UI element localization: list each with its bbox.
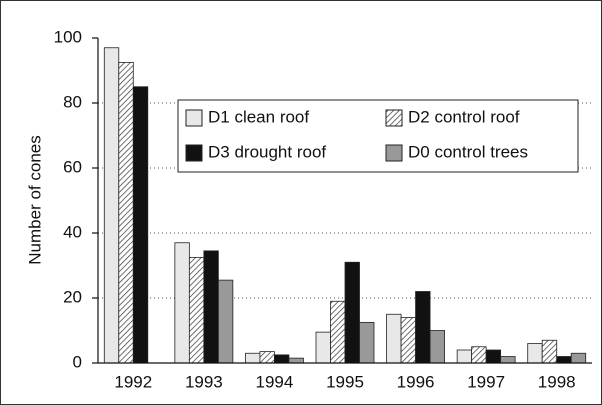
bar xyxy=(456,349,473,364)
legend-label: D3 drought roof xyxy=(208,142,326,161)
x-tick-label: 1995 xyxy=(326,372,364,391)
bar xyxy=(485,349,502,364)
bar xyxy=(315,331,331,364)
bar xyxy=(400,317,416,364)
bar xyxy=(259,351,275,364)
bar xyxy=(429,330,445,364)
bar xyxy=(103,47,120,364)
bar xyxy=(132,86,149,364)
y-tick-label: 80 xyxy=(63,92,82,111)
bar xyxy=(288,357,304,364)
bar xyxy=(500,356,516,364)
bar xyxy=(274,354,290,364)
legend-label: D2 control roof xyxy=(408,107,520,126)
bar xyxy=(203,250,219,364)
legend-swatch xyxy=(185,144,203,162)
bar xyxy=(527,343,543,364)
legend-swatch xyxy=(385,144,403,162)
y-axis-label: Number of cones xyxy=(25,135,44,264)
bar xyxy=(471,346,487,364)
bar xyxy=(556,356,572,364)
legend-label: D1 clean roof xyxy=(208,107,309,126)
y-tick-label: 100 xyxy=(54,27,82,46)
bar xyxy=(188,256,205,364)
bar xyxy=(570,352,587,364)
bar xyxy=(245,352,261,364)
y-tick-label: 60 xyxy=(63,157,82,176)
y-tick-label: 40 xyxy=(63,222,82,241)
bar xyxy=(344,261,360,364)
bar xyxy=(541,339,558,364)
y-tick-label: 20 xyxy=(63,287,82,306)
x-tick-label: 1994 xyxy=(256,372,294,391)
x-tick-label: 1992 xyxy=(114,372,152,391)
legend-box xyxy=(177,99,579,173)
bar xyxy=(174,242,190,364)
bar xyxy=(330,300,346,364)
bar xyxy=(386,313,402,364)
bar xyxy=(359,321,375,364)
legend-swatch xyxy=(385,109,403,127)
x-tick-label: 1997 xyxy=(467,372,505,391)
y-tick-label: 0 xyxy=(73,352,82,371)
legend-label: D0 control trees xyxy=(408,142,528,161)
bar xyxy=(118,61,134,364)
x-tick-label: 1993 xyxy=(185,372,223,391)
x-tick-label: 1996 xyxy=(397,372,435,391)
legend-swatch xyxy=(185,109,203,127)
bar xyxy=(415,291,431,364)
bar xyxy=(217,279,234,364)
x-tick-label: 1998 xyxy=(538,372,576,391)
